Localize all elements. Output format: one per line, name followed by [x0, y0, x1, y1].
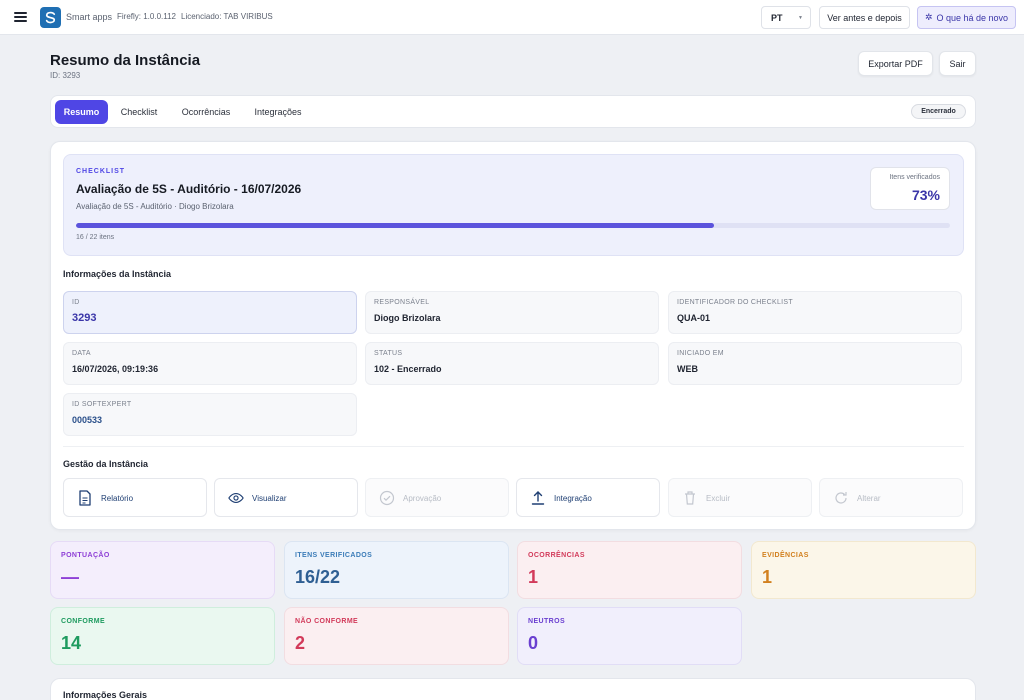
- divider: [63, 446, 964, 447]
- integration-label: Integração: [554, 494, 592, 503]
- stat-evidencias: EVIDÊNCIAS 1: [751, 541, 976, 599]
- language-value: PT: [771, 12, 783, 23]
- upload-icon: [530, 490, 546, 506]
- info-checklist-identifier-value: QUA-01: [677, 313, 711, 323]
- info-status: STATUS 102 - Encerrado: [365, 342, 659, 385]
- info-softexpert-id-key: ID SOFTEXPERT: [72, 401, 132, 408]
- change-label: Alterar: [857, 494, 881, 503]
- view-button[interactable]: Visualizar: [214, 478, 358, 517]
- info-id-key: ID: [72, 299, 80, 306]
- info-responsavel-value: Diogo Brizolara: [374, 313, 441, 323]
- management-title: Gestão da Instância: [63, 459, 149, 469]
- stat-conforme-label: CONFORME: [61, 618, 106, 625]
- info-checklist-identifier-key: IDENTIFICADOR DO CHECKLIST: [677, 299, 793, 306]
- instance-info-title: Informações da Instância: [63, 269, 172, 279]
- info-id: ID 3293: [63, 291, 357, 334]
- stat-itens-verificados-label: ITENS VERIFICADOS: [295, 552, 373, 559]
- stat-pontuacao-label: PONTUAÇÃO: [61, 552, 110, 559]
- info-data: DATA 16/07/2026, 09:19:36: [63, 342, 357, 385]
- language-select[interactable]: PT ▼: [761, 6, 811, 29]
- verified-items-label: Itens verificados: [889, 174, 940, 181]
- info-checklist-identifier: IDENTIFICADOR DO CHECKLIST QUA-01: [668, 291, 962, 334]
- progress-label: 16 / 22 itens: [76, 234, 115, 241]
- stat-nao-conforme-label: NÃO CONFORME: [295, 618, 359, 625]
- tab-checklist[interactable]: Checklist: [120, 107, 158, 117]
- tab-integracoes[interactable]: Integrações: [254, 107, 302, 117]
- stat-conforme-value: 14: [61, 633, 82, 653]
- eye-icon: [228, 490, 244, 506]
- verified-items-box: [870, 167, 950, 210]
- general-info-title: Informações Gerais: [63, 690, 148, 700]
- info-status-value: 102 - Encerrado: [374, 364, 442, 374]
- delete-label: Excluir: [706, 494, 731, 503]
- stat-itens-verificados: ITENS VERIFICADOS 16/22: [284, 541, 509, 599]
- info-iniciado-em-value: WEB: [677, 364, 698, 374]
- whats-new-button[interactable]: ✲ O que há de novo: [917, 6, 1016, 29]
- chevron-down-icon: ▼: [798, 15, 803, 21]
- integration-button[interactable]: Integração: [516, 478, 660, 517]
- stat-pontuacao-value: —: [61, 567, 79, 587]
- tab-bar: Resumo Checklist Ocorrências Integrações: [50, 95, 976, 128]
- document-icon: [77, 490, 93, 506]
- checklist-title: Avaliação de 5S - Auditório - 16/07/2026: [76, 182, 302, 196]
- app-version: Firefly: 1.0.0.112: [117, 12, 176, 21]
- stat-neutros: NEUTROS 0: [517, 607, 742, 665]
- info-responsavel-key: RESPONSÁVEL: [374, 299, 430, 306]
- info-data-key: DATA: [72, 350, 91, 357]
- info-id-value: 3293: [72, 312, 97, 324]
- instance-id-subtitle: ID: 3293: [50, 71, 81, 80]
- info-softexpert-id: ID SOFTEXPERT 000533: [63, 393, 357, 436]
- tab-ocorrencias[interactable]: Ocorrências: [181, 107, 231, 117]
- export-pdf-button[interactable]: Exportar PDF: [858, 51, 933, 76]
- stat-ocorrencias-label: OCORRÊNCIAS: [528, 552, 585, 559]
- top-bar: Smart apps Firefly: 1.0.0.112 Licenciado…: [0, 0, 1024, 35]
- stat-ocorrencias-value: 1: [528, 567, 539, 587]
- before-after-button[interactable]: Ver antes e depois: [819, 6, 910, 29]
- general-info-card: [50, 678, 976, 700]
- approval-button: Aprovação: [365, 478, 509, 517]
- stat-evidencias-value: 1: [762, 567, 773, 587]
- trash-icon: [682, 490, 698, 506]
- view-label: Visualizar: [252, 494, 287, 503]
- exit-button[interactable]: Sair: [939, 51, 976, 76]
- tab-resumo[interactable]: Resumo: [55, 100, 108, 124]
- status-badge: Encerrado: [911, 104, 966, 119]
- checklist-subtitle: Avaliação de 5S - Auditório · Diogo Briz…: [76, 202, 234, 211]
- info-data-value: 16/07/2026, 09:19:36: [72, 364, 159, 374]
- stat-itens-verificados-value: 16/22: [295, 567, 341, 587]
- smart-apps-logo: [40, 7, 61, 28]
- whats-new-label: O que há de novo: [936, 12, 1009, 23]
- license-info: Licenciado: TAB VIRIBUS: [181, 12, 273, 21]
- page-title: Resumo da Instância: [50, 52, 201, 69]
- app-name: Smart apps: [66, 12, 113, 22]
- info-responsavel: RESPONSÁVEL Diogo Brizolara: [365, 291, 659, 334]
- stat-conforme: CONFORME 14: [50, 607, 275, 665]
- delete-button: Excluir: [668, 478, 812, 517]
- stat-nao-conforme: NÃO CONFORME 2: [284, 607, 509, 665]
- change-button: Alterar: [819, 478, 963, 517]
- stat-pontuacao: PONTUAÇÃO —: [50, 541, 275, 599]
- refresh-icon: [833, 490, 849, 506]
- info-status-key: STATUS: [374, 350, 403, 357]
- info-iniciado-em: INICIADO EM WEB: [668, 342, 962, 385]
- approval-label: Aprovação: [403, 494, 442, 503]
- checklist-kicker: CHECKLIST: [76, 168, 126, 175]
- stat-nao-conforme-value: 2: [295, 633, 306, 653]
- checklist-hero: [63, 154, 964, 256]
- verified-items-value: 73%: [911, 187, 940, 203]
- info-iniciado-em-key: INICIADO EM: [677, 350, 724, 357]
- report-label: Relatório: [101, 494, 134, 503]
- report-button[interactable]: Relatório: [63, 478, 207, 517]
- checklist-progress-bar: [76, 223, 950, 228]
- menu-icon[interactable]: [14, 12, 27, 22]
- info-softexpert-id-value: 000533: [72, 415, 103, 425]
- stat-neutros-value: 0: [528, 633, 539, 653]
- check-circle-icon: [379, 490, 395, 506]
- stat-evidencias-label: EVIDÊNCIAS: [762, 552, 809, 559]
- sparkle-icon: ✲: [924, 12, 933, 22]
- stat-neutros-label: NEUTROS: [528, 618, 566, 625]
- stat-ocorrencias: OCORRÊNCIAS 1: [517, 541, 742, 599]
- progress-fill: [76, 223, 715, 228]
